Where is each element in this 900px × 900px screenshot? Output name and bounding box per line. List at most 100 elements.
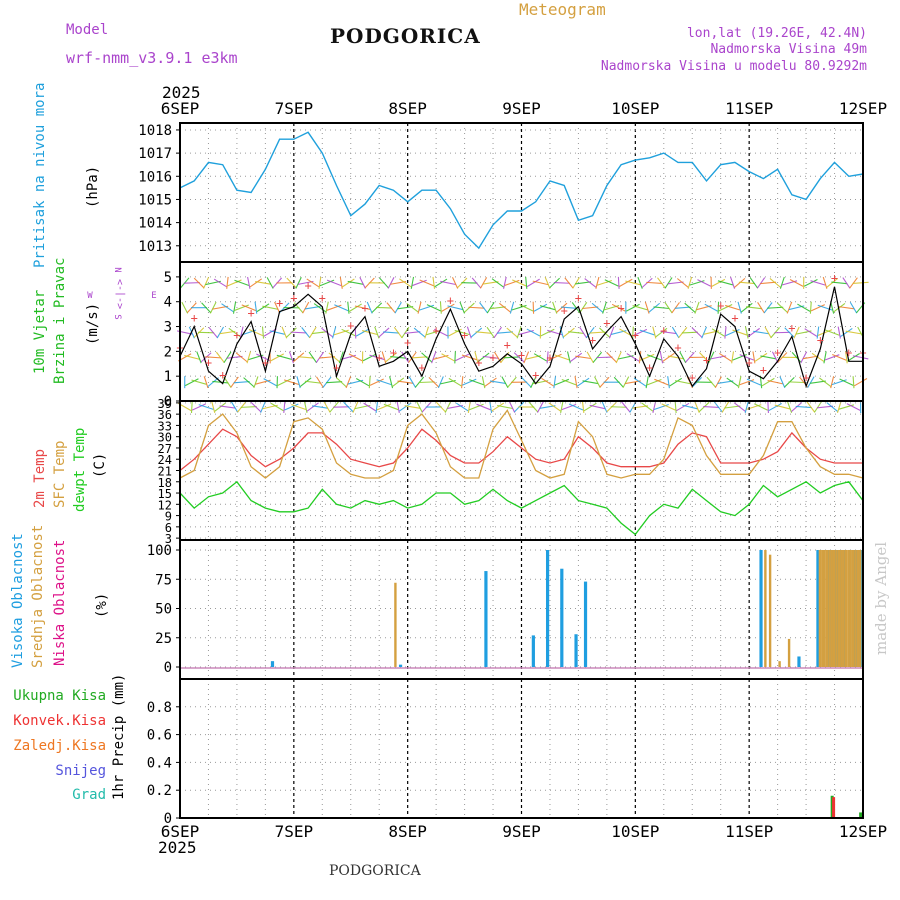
wind-barb (448, 377, 462, 387)
y-tick-label: 3 (165, 532, 172, 546)
gust-marker: + (746, 356, 753, 370)
y-tick-label: 36 (158, 408, 172, 422)
mid-cloud-bar (840, 550, 843, 667)
wind-barb (800, 351, 808, 364)
wind-barb (313, 303, 327, 313)
wind-barb (533, 303, 548, 312)
wind-barb (341, 328, 356, 337)
wind-barb (198, 331, 215, 334)
wind-barb (619, 278, 633, 287)
wind-barb (633, 328, 648, 337)
wind-barb (570, 352, 583, 363)
wind-barb (740, 302, 753, 313)
wind-barb (270, 402, 284, 412)
y-tick-label: 0 (164, 660, 172, 676)
wind-barb (243, 377, 255, 388)
gust-marker: + (319, 291, 326, 305)
y-tick-label: 75 (155, 572, 172, 588)
y-tick-label: 0.4 (147, 755, 172, 771)
wind-barb (596, 356, 613, 359)
gust-marker: + (248, 306, 255, 320)
precip-bar (859, 812, 863, 818)
wind-barb (734, 277, 746, 288)
wind-barb (191, 379, 207, 385)
wind-barb (719, 352, 732, 362)
y-tick-label: 39 (158, 397, 172, 411)
wind-barb (196, 351, 202, 364)
gust-marker: + (233, 328, 240, 342)
wind-barb (211, 400, 216, 414)
wind-barb (767, 400, 769, 414)
wind-barb (366, 301, 373, 314)
y-tick-label: 1014 (138, 216, 172, 232)
wind-barb (547, 353, 562, 361)
wind-barb (747, 327, 760, 338)
wind-barb (824, 354, 840, 361)
gust-marker: + (817, 333, 824, 347)
wind-barb (589, 404, 606, 410)
wind-barb (754, 352, 768, 362)
wind-barb (491, 278, 504, 288)
gust-marker: + (788, 321, 795, 335)
wind-barb (185, 378, 199, 387)
wind-barb (201, 302, 212, 314)
wind-barb (639, 329, 655, 336)
wind-barb (711, 328, 725, 337)
wind-barb (674, 380, 691, 385)
wind-barb (559, 326, 565, 339)
gust-marker: + (191, 311, 198, 325)
wind-barb (221, 303, 234, 313)
wind-barb (248, 328, 263, 337)
wind-barb (554, 354, 570, 361)
wind-barb (461, 376, 464, 389)
wind-barb (621, 401, 631, 413)
time-axis-bottom: 6SEP 7SEP 8SEP 9SEP 10SEP 11SEP 12SEP (161, 822, 887, 841)
gust-marker: + (674, 341, 681, 355)
wind-barb (326, 279, 342, 287)
time-label-bottom: 10SEP (611, 822, 659, 841)
station-title: PODGORICA (330, 24, 481, 48)
wind-barb (760, 355, 777, 360)
wind-barb (286, 277, 297, 289)
high-cloud-bar (560, 568, 564, 667)
compass-south: S (112, 314, 122, 319)
wind-barb (732, 329, 748, 336)
wind-barb (560, 306, 577, 309)
wind-barb (726, 377, 739, 387)
wind-barb (717, 280, 734, 286)
wind-barb (249, 278, 263, 288)
wind-barb (830, 376, 835, 389)
wind-barb (467, 400, 471, 414)
wind-barb (774, 404, 791, 410)
wind-barb (355, 378, 370, 387)
wind-barb (302, 301, 310, 314)
wind-barb (724, 405, 741, 409)
wind-barb (404, 331, 421, 334)
y-tick-label: 0.8 (147, 700, 172, 716)
wind-barb (477, 352, 490, 363)
wind-barb (703, 406, 720, 408)
time-label-top: 7SEP (275, 99, 314, 118)
precip-bars (830, 795, 863, 818)
wind-barb (383, 403, 399, 411)
high-cloud-bar (545, 550, 550, 667)
wind-barb (424, 326, 429, 339)
compass-arrows: <-|-> (115, 279, 126, 309)
wind-barb (375, 400, 379, 414)
time-label-top: 8SEP (388, 99, 427, 118)
wind-barb (579, 326, 588, 339)
wind-barb (845, 351, 848, 364)
gust-marker: + (475, 356, 482, 370)
wind-barb (838, 306, 855, 310)
wind-barb (711, 278, 726, 287)
wind-barb (706, 376, 716, 388)
gust-marker: + (219, 368, 226, 382)
wind-barb (281, 326, 288, 339)
wind-barb (455, 353, 470, 362)
wind-barb (447, 305, 463, 311)
wind-barb (810, 280, 826, 286)
wind-barb (803, 279, 818, 287)
wind-barb (383, 331, 400, 334)
wind-barb (263, 328, 277, 337)
wind-barb (852, 281, 869, 285)
